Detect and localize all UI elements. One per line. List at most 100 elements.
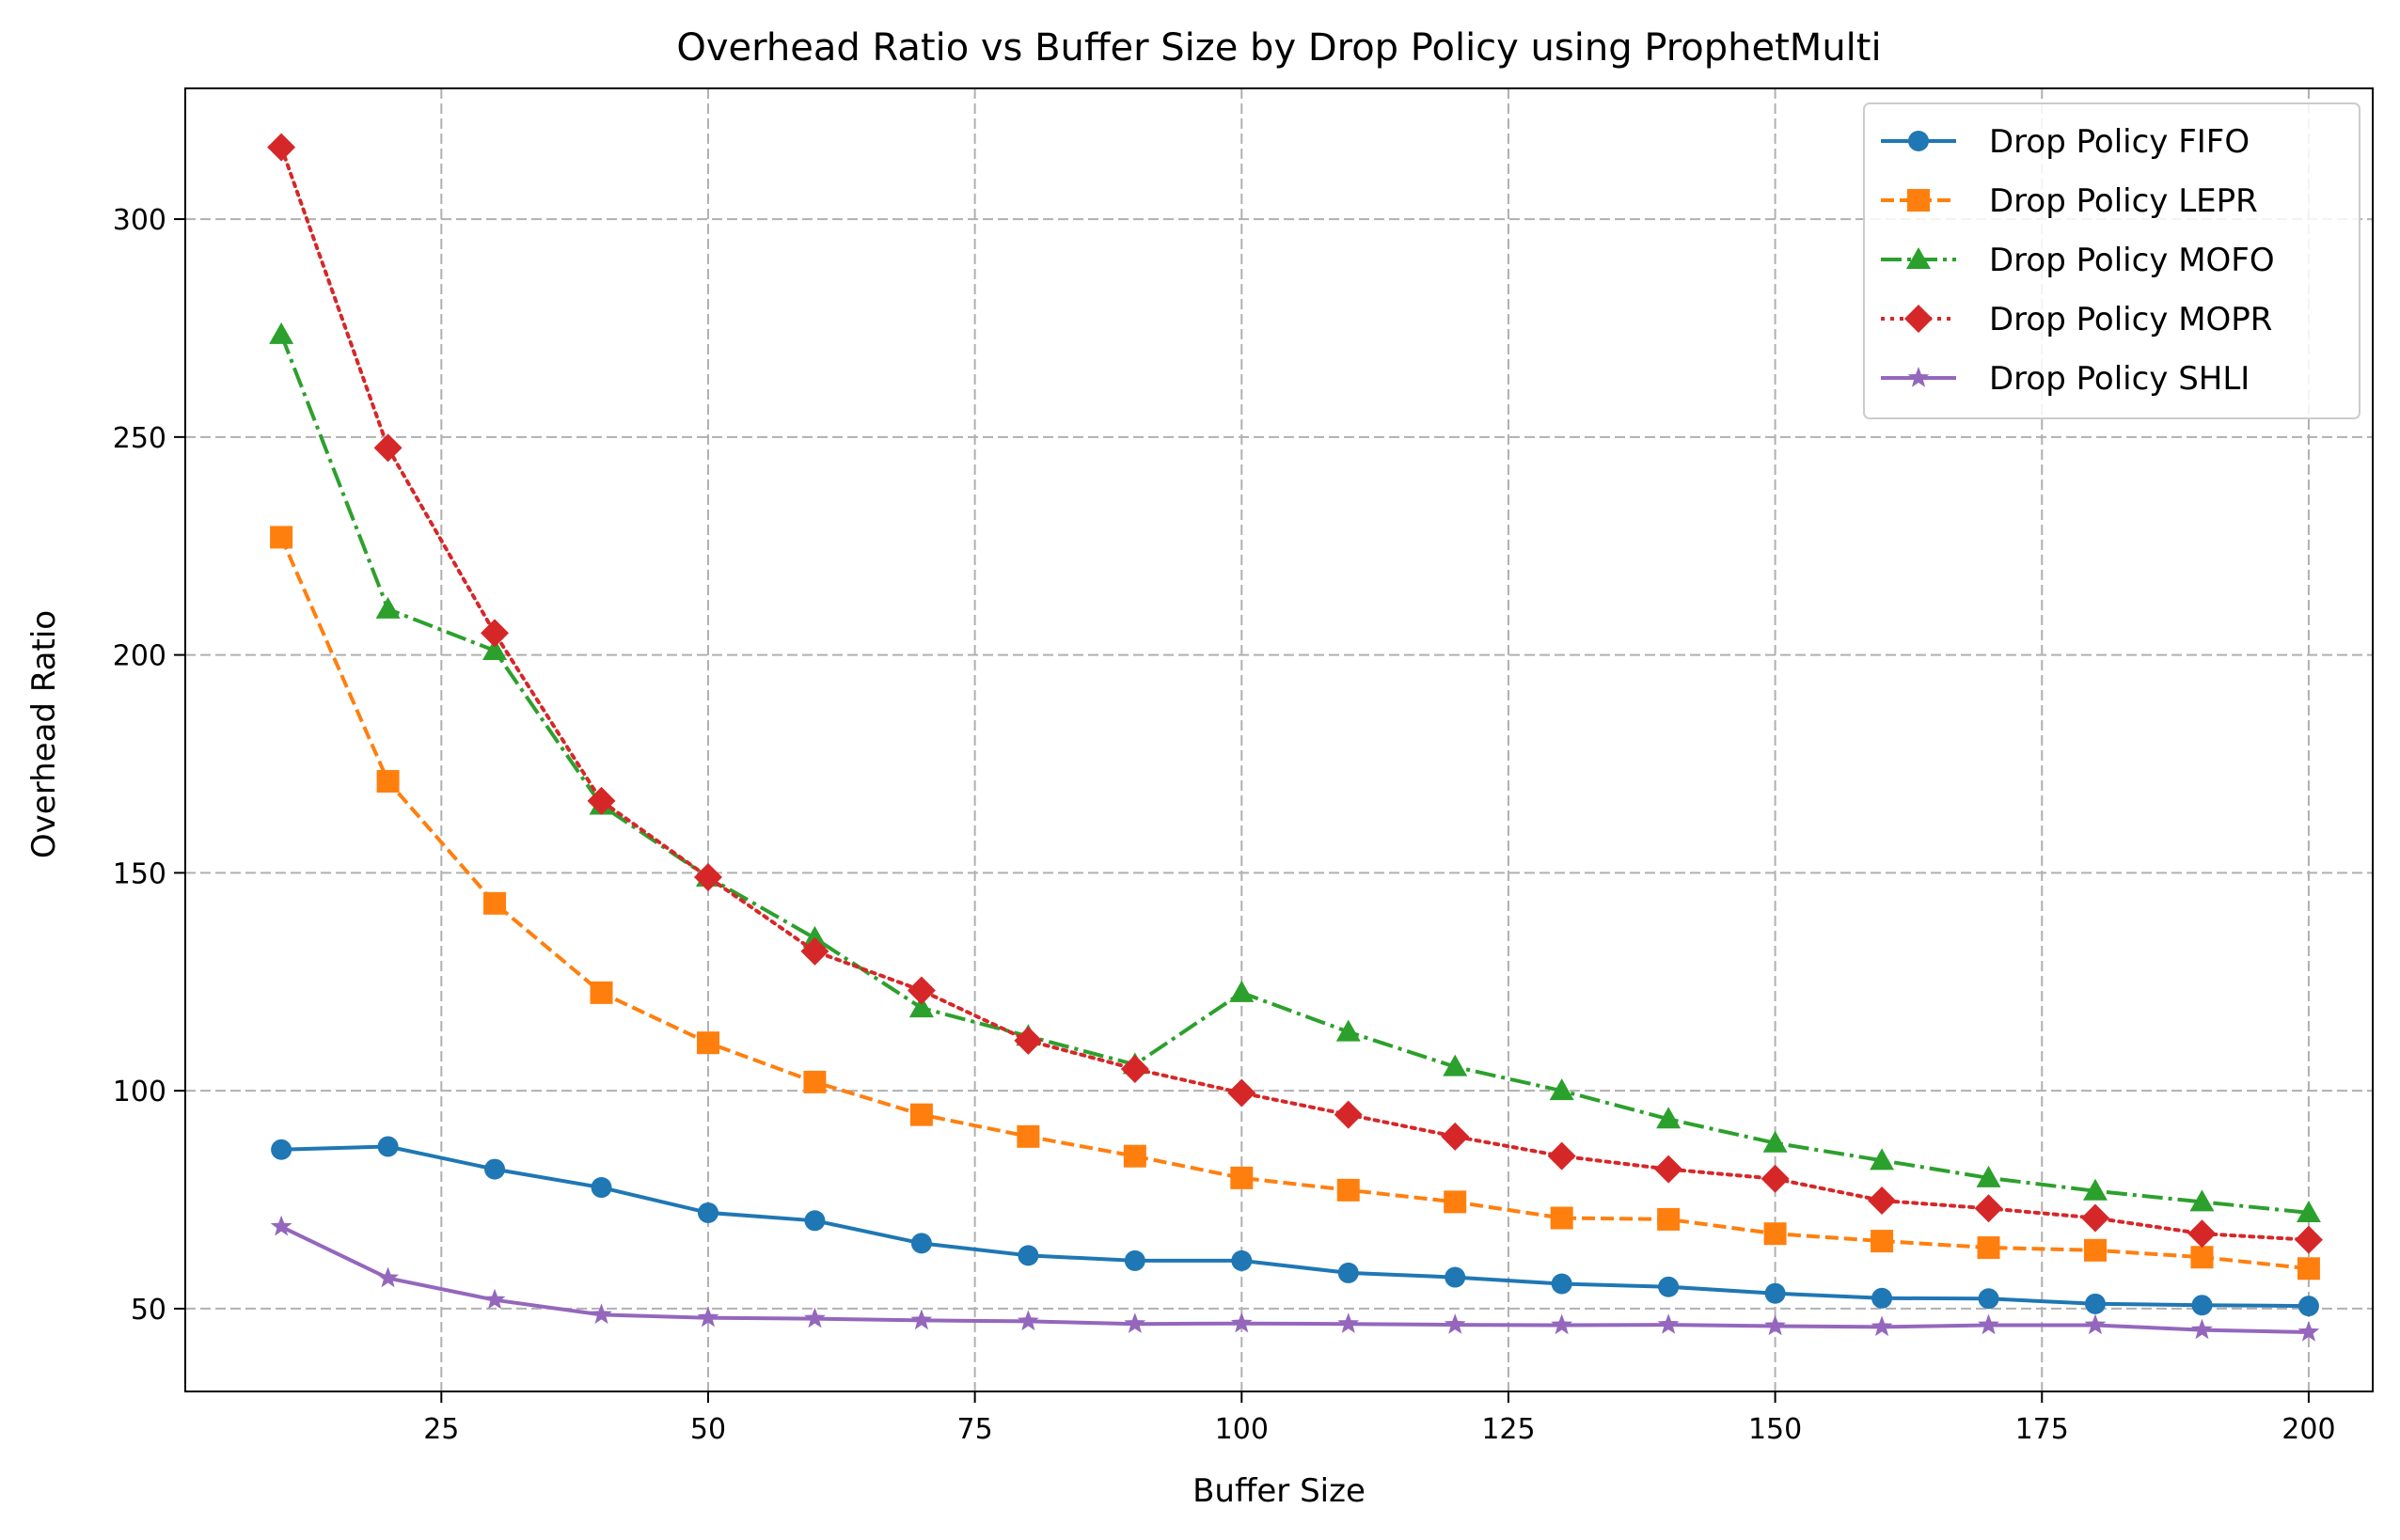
data-point bbox=[377, 1266, 399, 1288]
series-lines bbox=[267, 133, 2323, 1342]
x-tick-label: 125 bbox=[1481, 1413, 1535, 1446]
x-axis-title: Buffer Size bbox=[1192, 1472, 1366, 1510]
data-point bbox=[270, 1215, 292, 1236]
data-point bbox=[693, 863, 722, 892]
legend-label: Drop Policy LEPR bbox=[1989, 182, 2258, 220]
data-point bbox=[1868, 1186, 1897, 1215]
axes: 25 50 75 100 125 150 175 200 50 100 150 200 250 300 bbox=[113, 87, 2374, 1446]
y-tick-label: 200 bbox=[113, 640, 166, 673]
legend-marker bbox=[1904, 305, 1933, 333]
data-point bbox=[1656, 1107, 1682, 1129]
legend-marker bbox=[1907, 189, 1930, 212]
data-point bbox=[2294, 1225, 2323, 1254]
data-point bbox=[1123, 1144, 1146, 1168]
data-point bbox=[1014, 1026, 1043, 1055]
series-3 bbox=[267, 133, 2323, 1254]
data-point bbox=[1547, 1141, 1576, 1171]
data-point bbox=[2190, 1246, 2214, 1269]
data-point bbox=[1334, 1100, 1363, 1129]
data-point bbox=[1764, 1282, 1786, 1304]
data-point bbox=[1230, 1166, 1254, 1189]
data-point bbox=[1762, 1130, 1788, 1153]
data-point bbox=[1761, 1164, 1790, 1193]
data-point bbox=[697, 1306, 719, 1328]
data-point bbox=[1658, 1276, 1680, 1297]
data-point bbox=[2187, 1219, 2217, 1249]
data-point bbox=[1336, 1178, 1360, 1202]
data-point bbox=[1871, 1315, 1893, 1337]
y-axis-title: Overhead Ratio bbox=[25, 610, 63, 858]
data-point bbox=[1978, 1288, 1999, 1310]
y-tick-label: 300 bbox=[113, 204, 166, 237]
series-1 bbox=[270, 526, 2320, 1281]
data-point bbox=[804, 1307, 826, 1328]
data-point bbox=[1227, 1078, 1256, 1108]
data-point bbox=[1018, 1245, 1039, 1266]
data-point bbox=[1550, 1206, 1573, 1230]
data-point bbox=[1445, 1266, 1466, 1288]
data-point bbox=[1124, 1249, 1145, 1271]
data-point bbox=[590, 981, 613, 1004]
y-tick-label: 250 bbox=[113, 422, 166, 455]
data-point bbox=[482, 637, 508, 660]
data-point bbox=[1444, 1190, 1467, 1214]
legend-entry: Drop Policy MOFO bbox=[1881, 242, 2275, 279]
data-point bbox=[1977, 1236, 2000, 1260]
x-tick-label: 200 bbox=[2282, 1413, 2335, 1446]
x-tick-label: 75 bbox=[957, 1413, 993, 1446]
data-point bbox=[697, 1202, 718, 1223]
data-point bbox=[1654, 1155, 1683, 1184]
data-point bbox=[2191, 1295, 2213, 1316]
data-point bbox=[377, 1136, 399, 1157]
data-point bbox=[587, 786, 616, 815]
data-point bbox=[2082, 1178, 2108, 1201]
series-0 bbox=[271, 1136, 2319, 1317]
data-point bbox=[1549, 1078, 1574, 1101]
data-point bbox=[2084, 1293, 2106, 1314]
plot-frame bbox=[184, 87, 2374, 1392]
legend-label: Drop Policy SHLI bbox=[1989, 360, 2250, 398]
legend-label: Drop Policy MOFO bbox=[1989, 242, 2275, 279]
data-point bbox=[1763, 1222, 1787, 1246]
data-point bbox=[800, 936, 829, 966]
legend: Drop Policy FIFO Drop Policy LEPR Drop Pol… bbox=[1863, 102, 2361, 419]
data-point bbox=[1978, 1313, 1999, 1335]
data-point bbox=[1871, 1287, 1893, 1309]
data-point bbox=[1335, 1019, 1361, 1042]
data-point bbox=[1444, 1313, 1466, 1334]
data-point bbox=[2084, 1313, 2107, 1335]
data-point bbox=[908, 996, 934, 1018]
data-point bbox=[2189, 1189, 2215, 1212]
data-point bbox=[2297, 1296, 2319, 1317]
legend-label: Drop Policy FIFO bbox=[1989, 123, 2250, 161]
data-point bbox=[2083, 1238, 2107, 1262]
data-point bbox=[483, 1288, 506, 1310]
series-line bbox=[280, 1224, 2309, 1334]
chart-title: Overhead Ratio vs Buffer Size by Drop Po… bbox=[676, 26, 1881, 70]
series-line bbox=[281, 1144, 2309, 1309]
data-point bbox=[271, 1139, 292, 1160]
data-point bbox=[375, 596, 401, 619]
legend-marker bbox=[1906, 247, 1931, 269]
data-point bbox=[1764, 1314, 1786, 1336]
series-4 bbox=[270, 1215, 2320, 1342]
series-2 bbox=[269, 322, 2321, 1222]
x-tick-label: 50 bbox=[690, 1413, 726, 1446]
data-point bbox=[483, 891, 507, 915]
data-point bbox=[2297, 1257, 2320, 1281]
x-tick-label: 150 bbox=[1748, 1413, 1802, 1446]
data-point bbox=[269, 322, 294, 344]
legend-marker bbox=[1908, 131, 1929, 151]
series-line bbox=[279, 145, 2311, 1242]
data-point bbox=[803, 1070, 827, 1093]
data-point bbox=[1337, 1312, 1360, 1333]
data-point bbox=[376, 770, 400, 794]
data-point bbox=[910, 1309, 933, 1330]
data-point bbox=[373, 433, 403, 463]
data-point bbox=[1657, 1313, 1680, 1334]
series-line bbox=[279, 334, 2310, 1215]
data-point bbox=[909, 1103, 933, 1126]
legend-entry: Drop Policy LEPR bbox=[1881, 182, 2258, 220]
series-line bbox=[279, 536, 2310, 1271]
